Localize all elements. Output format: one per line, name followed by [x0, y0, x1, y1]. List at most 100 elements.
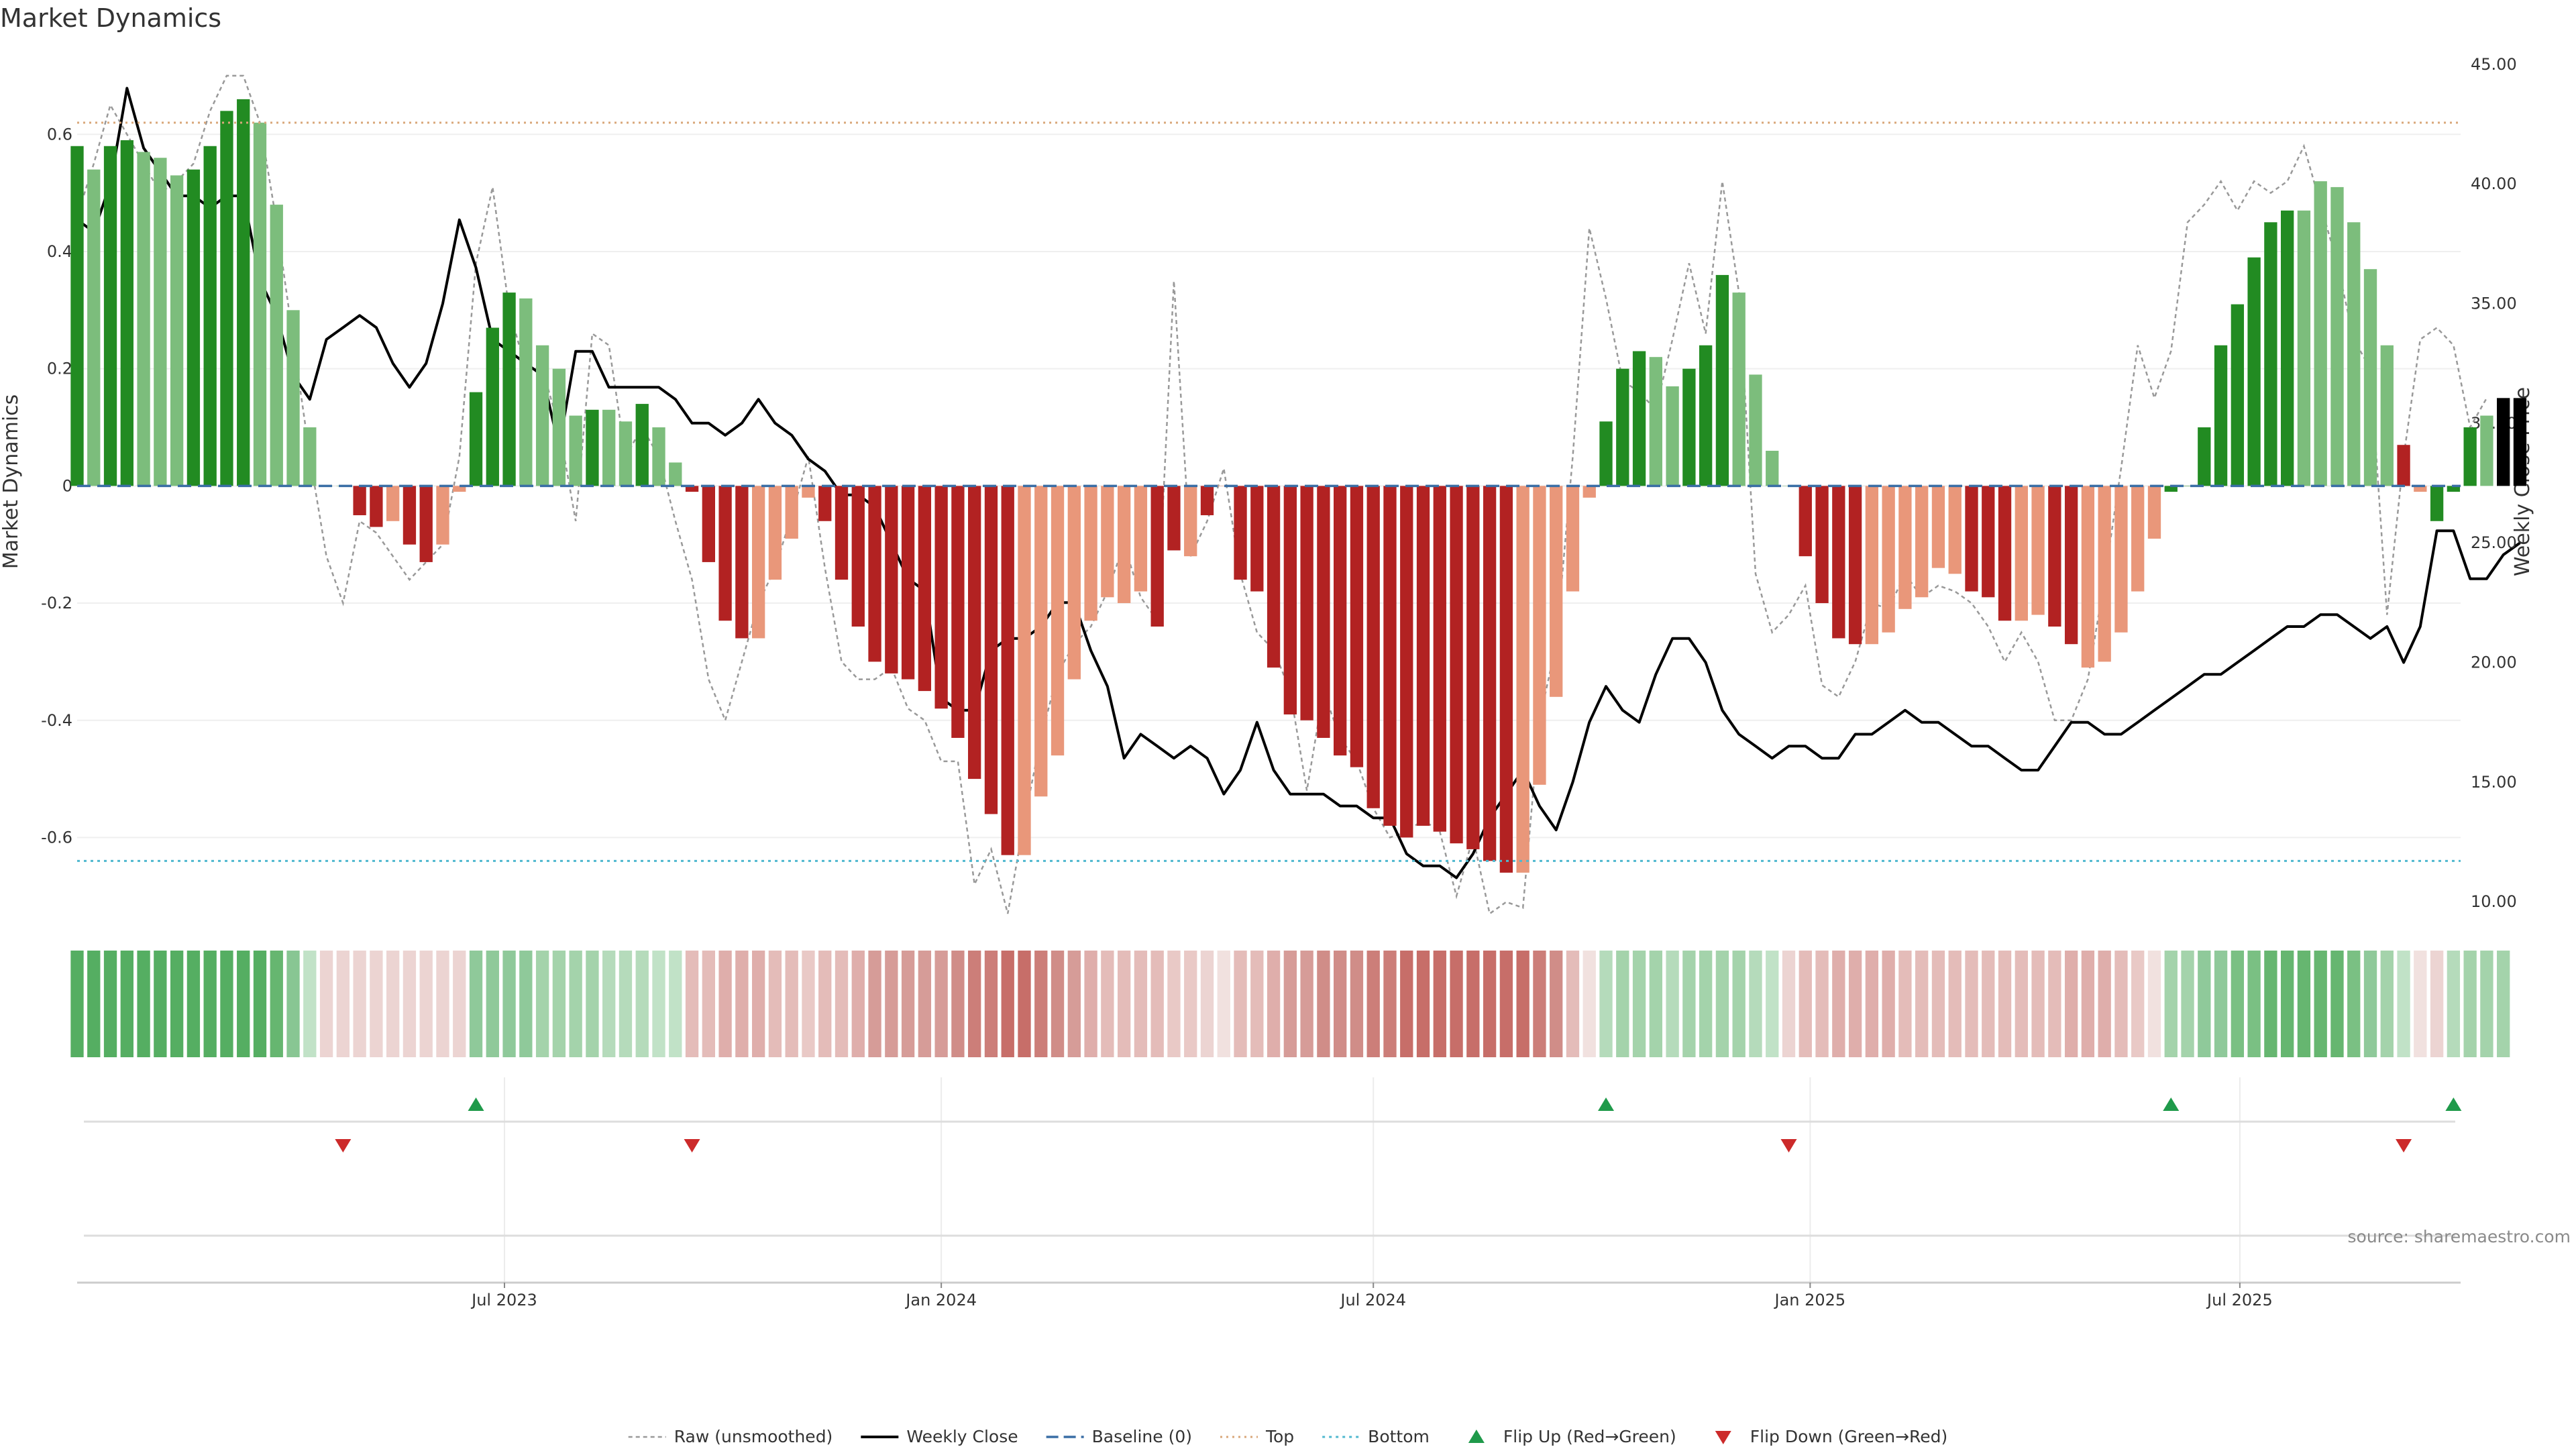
bar [868, 486, 881, 662]
y2-tick-label: 45.00 [2471, 55, 2517, 74]
bar [2414, 486, 2427, 492]
bar [402, 486, 417, 545]
flip-down-marker [335, 1139, 352, 1152]
legend-item-baseline: Baseline (0) [1046, 1427, 1192, 1446]
heat-cell [1616, 951, 1629, 1057]
heat-cell [370, 951, 383, 1057]
heat-cell [2397, 951, 2410, 1057]
bar [569, 415, 582, 486]
bar [519, 298, 533, 486]
bar [785, 486, 798, 539]
heat-cell [1267, 951, 1281, 1057]
bar [1167, 486, 1181, 551]
y-axis-title: Market Dynamics [0, 394, 23, 570]
bar [2081, 486, 2095, 668]
bar [2447, 486, 2461, 492]
bar [2347, 222, 2361, 486]
bar [1283, 486, 1297, 715]
bar [586, 409, 599, 486]
heat-cell [2131, 951, 2145, 1057]
bar [1200, 486, 1214, 516]
bar [918, 486, 932, 692]
heat-cell [1799, 951, 1812, 1057]
x-tick-label: Jan 2024 [904, 1291, 977, 1309]
x-tick-label: Jul 2024 [1339, 1291, 1406, 1309]
heat-cell [1915, 951, 1929, 1057]
bar [851, 486, 865, 627]
heat-cell [1599, 951, 1613, 1057]
heat-cell [552, 951, 566, 1057]
bar [419, 486, 433, 562]
bar [802, 486, 815, 498]
bar [1982, 486, 1995, 598]
legend-label: Flip Up (Red→Green) [1503, 1427, 1676, 1446]
bar [1582, 486, 1596, 498]
bar [1616, 368, 1629, 486]
bar [1150, 486, 1164, 627]
heat-cell [2264, 951, 2277, 1057]
bar [486, 327, 499, 486]
bar [87, 169, 101, 486]
heat-cell [1533, 951, 1546, 1057]
heat-cell [1416, 951, 1430, 1057]
heat-cell [702, 951, 715, 1057]
heat-cell [2031, 951, 2045, 1057]
y-tick-label: 0.4 [47, 242, 72, 261]
heat-cell [170, 951, 184, 1057]
heat-cell [851, 951, 865, 1057]
heat-cell [2480, 951, 2493, 1057]
flip-up-marker [468, 1097, 484, 1111]
legend-label: Flip Down (Green→Red) [1750, 1427, 1948, 1446]
heat-cell [120, 951, 133, 1057]
legend-item-top: Top [1220, 1427, 1294, 1446]
bar [1998, 486, 2012, 621]
flip-down-marker [1780, 1139, 1797, 1152]
heat-cell [2347, 951, 2361, 1057]
bar [2281, 210, 2294, 486]
bar [1018, 486, 1031, 855]
heat-cell [2247, 951, 2261, 1057]
heat-cell [519, 951, 533, 1057]
heat-strip [70, 951, 2510, 1057]
heat-cell [1882, 951, 1895, 1057]
bar [619, 421, 633, 486]
bar [934, 486, 948, 709]
bar [2463, 427, 2477, 486]
bar [2513, 398, 2527, 486]
bar [1250, 486, 1264, 592]
heat-cell [2380, 951, 2394, 1057]
bar [186, 169, 201, 486]
heat-cell [1699, 951, 1713, 1057]
heat-cell [535, 951, 549, 1057]
heat-cell [602, 951, 616, 1057]
heat-cell [1582, 951, 1596, 1057]
legend-item-close: Weekly Close [861, 1427, 1018, 1446]
weekly-close-line [76, 87, 2521, 879]
bar [652, 427, 665, 486]
y-axis-right: 10.00 15.00 20.00 25.00 30.00 35.00 40.00 45.00 [2471, 55, 2517, 911]
bar [1632, 351, 1646, 486]
bar [818, 486, 832, 521]
heat-cell [1334, 951, 1347, 1057]
bar [1566, 486, 1580, 592]
bar [1732, 292, 1746, 486]
heat-cell [918, 951, 932, 1057]
heat-cell [1682, 951, 1696, 1057]
bar [669, 462, 682, 486]
heat-cell [1466, 951, 1480, 1057]
heat-cell [586, 951, 599, 1057]
y2-tick-label: 10.00 [2471, 892, 2517, 911]
heat-cell [70, 951, 84, 1057]
bar [602, 409, 616, 486]
bar [1882, 486, 1895, 633]
heat-cell [1200, 951, 1214, 1057]
raw-line-layer [76, 74, 2487, 916]
bar [103, 146, 117, 486]
bar [1483, 486, 1497, 861]
bar [1550, 486, 1563, 697]
bar [885, 486, 898, 674]
heat-cell [1350, 951, 1364, 1057]
bar [170, 175, 184, 486]
bar [1317, 486, 1330, 738]
heat-cell [785, 951, 798, 1057]
